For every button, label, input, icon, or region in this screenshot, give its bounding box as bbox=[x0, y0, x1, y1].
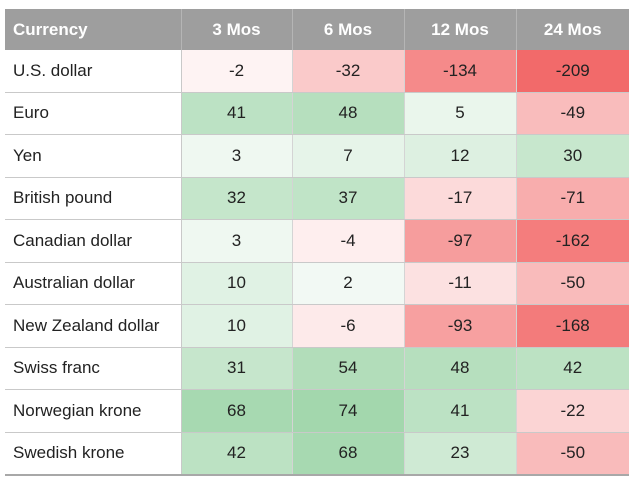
table-row: Swedish krone 42 68 23 -50 bbox=[5, 432, 629, 476]
heatmap-cell: -11 bbox=[404, 262, 517, 305]
heatmap-cell: 54 bbox=[292, 347, 405, 390]
heatmap-cell: -93 bbox=[404, 304, 517, 348]
currency-label: New Zealand dollar bbox=[5, 304, 182, 348]
heatmap-cell: -22 bbox=[516, 389, 629, 433]
heatmap-cell: 12 bbox=[404, 134, 517, 178]
heatmap-cell: 3 bbox=[181, 219, 293, 263]
heatmap-body: U.S. dollar -2 -32 -134 -209 Euro 41 48 5 -49 Yen 3… bbox=[5, 50, 629, 476]
currency-label: U.S. dollar bbox=[5, 50, 182, 93]
heatmap-cell: 48 bbox=[292, 92, 405, 135]
currency-label: Euro bbox=[5, 92, 182, 135]
heatmap-cell: -17 bbox=[404, 177, 517, 220]
column-header-12mos: 12 Mos bbox=[404, 9, 517, 50]
heatmap-cell: 41 bbox=[181, 92, 293, 135]
table-row: Norwegian krone 68 74 41 -22 bbox=[5, 389, 629, 433]
heatmap-cell: 68 bbox=[292, 432, 405, 476]
heatmap-cell: -32 bbox=[292, 50, 405, 93]
table-row: Canadian dollar 3 -4 -97 -162 bbox=[5, 219, 629, 263]
column-header-6mos: 6 Mos bbox=[292, 9, 405, 50]
currency-label: Yen bbox=[5, 134, 182, 178]
heatmap-cell: -50 bbox=[516, 262, 629, 305]
table-row: Australian dollar 10 2 -11 -50 bbox=[5, 262, 629, 305]
table-row: New Zealand dollar 10 -6 -93 -168 bbox=[5, 304, 629, 348]
heatmap-cell: 10 bbox=[181, 304, 293, 348]
heatmap-cell: -50 bbox=[516, 432, 629, 476]
heatmap-cell: 30 bbox=[516, 134, 629, 178]
currency-label: Canadian dollar bbox=[5, 219, 182, 263]
heatmap-cell: -97 bbox=[404, 219, 517, 263]
heatmap-cell: -134 bbox=[404, 50, 517, 93]
table-row: Euro 41 48 5 -49 bbox=[5, 92, 629, 135]
heatmap-cell: 3 bbox=[181, 134, 293, 178]
currency-label: Swedish krone bbox=[5, 432, 182, 476]
heatmap-cell: -209 bbox=[516, 50, 629, 93]
table-row: Yen 3 7 12 30 bbox=[5, 134, 629, 178]
heatmap-cell: -2 bbox=[181, 50, 293, 93]
heatmap-cell: 42 bbox=[181, 432, 293, 476]
heatmap-cell: 5 bbox=[404, 92, 517, 135]
heatmap-cell: 2 bbox=[292, 262, 405, 305]
heatmap-cell: -6 bbox=[292, 304, 405, 348]
heatmap-cell: 68 bbox=[181, 389, 293, 433]
table-row: Swiss franc 31 54 48 42 bbox=[5, 347, 629, 390]
heatmap-cell: -162 bbox=[516, 219, 629, 263]
heatmap-cell: 37 bbox=[292, 177, 405, 220]
heatmap-table: Currency 3 Mos 6 Mos 12 Mos 24 Mos U.S. … bbox=[5, 9, 629, 476]
heatmap-cell: 42 bbox=[516, 347, 629, 390]
table-row: British pound 32 37 -17 -71 bbox=[5, 177, 629, 220]
currency-label: Swiss franc bbox=[5, 347, 182, 390]
heatmap-cell: -49 bbox=[516, 92, 629, 135]
column-header-3mos: 3 Mos bbox=[181, 9, 293, 50]
currency-label: Australian dollar bbox=[5, 262, 182, 305]
heatmap-cell: 41 bbox=[404, 389, 517, 433]
header-row: Currency 3 Mos 6 Mos 12 Mos 24 Mos bbox=[5, 9, 629, 50]
heatmap-cell: 74 bbox=[292, 389, 405, 433]
heatmap-cell: 7 bbox=[292, 134, 405, 178]
heatmap-cell: 48 bbox=[404, 347, 517, 390]
heatmap-cell: 32 bbox=[181, 177, 293, 220]
heatmap-cell: 23 bbox=[404, 432, 517, 476]
currency-label: Norwegian krone bbox=[5, 389, 182, 433]
table-row: U.S. dollar -2 -32 -134 -209 bbox=[5, 50, 629, 93]
heatmap-cell: -71 bbox=[516, 177, 629, 220]
heatmap-cell: 31 bbox=[181, 347, 293, 390]
heatmap-cell: -4 bbox=[292, 219, 405, 263]
currency-label: British pound bbox=[5, 177, 182, 220]
column-header-24mos: 24 Mos bbox=[516, 9, 629, 50]
heatmap-cell: 10 bbox=[181, 262, 293, 305]
row-header-cell: Currency bbox=[5, 9, 182, 50]
heatmap-cell: -168 bbox=[516, 304, 629, 348]
